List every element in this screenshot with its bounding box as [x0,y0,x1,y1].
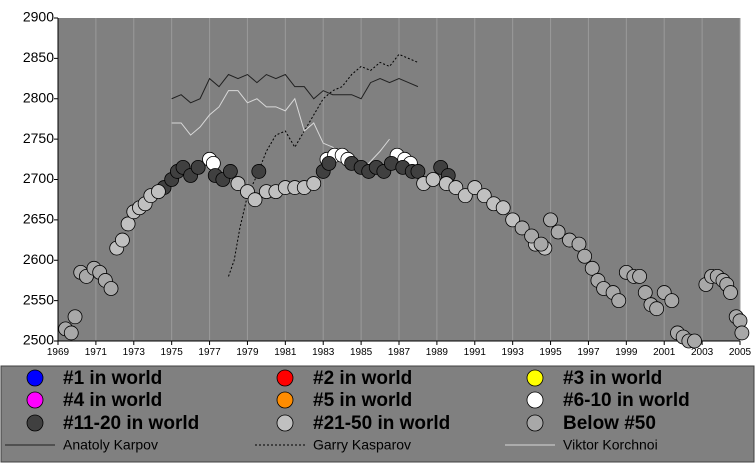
legend-marker [276,414,294,432]
data-point [723,285,738,300]
data-point [103,281,119,296]
legend-label: #1 in world [63,368,162,389]
legend-marker [26,414,44,432]
data-point [732,313,748,329]
legend-label: Anatoly Karpov [63,437,158,453]
y-tick-label: 2600 [23,251,54,267]
x-tick-label: 1971 [85,347,108,358]
x-tick-label: 2001 [653,347,676,358]
legend-label: #11-20 in world [63,413,199,434]
data-point [190,159,206,175]
data-point [505,212,521,228]
legend-marker [26,369,44,387]
data-point [120,216,136,232]
legend-box [0,365,755,463]
y-tick-label: 2700 [23,170,54,186]
data-point [687,333,702,349]
x-tick-label: 1991 [464,347,487,358]
x-tick-label: 1977 [198,347,221,358]
data-point [251,164,267,179]
data-point [571,236,587,252]
legend-label: #21-50 in world [313,413,450,434]
data-point [637,285,653,300]
data-point [611,293,627,309]
x-tick-label: 1993 [502,347,525,358]
x-tick-label: 1999 [615,347,638,358]
legend-label: Viktor Korchnoi [563,437,658,453]
data-point [577,248,593,264]
data-point [495,200,511,216]
data-point [533,236,549,252]
x-tick-label: 2003 [691,347,714,358]
y-tick-label: 2900 [23,9,54,25]
y-tick-label: 2800 [23,89,54,105]
data-point [63,325,79,341]
data-point [425,172,441,187]
legend-label: #2 in world [313,368,412,389]
data-point [543,212,558,228]
legend-marker [526,369,544,387]
x-tick-label: 1987 [388,347,411,358]
legend-label: #5 in world [313,390,412,411]
data-point [247,192,263,208]
data-point [457,188,473,204]
data-point [664,293,680,309]
data-point [632,268,647,284]
legend-label: Below #50 [563,413,656,434]
y-tick-label: 2850 [23,49,54,65]
data-point [584,260,600,276]
x-tick-label: 1983 [312,347,335,358]
y-tick-label: 2550 [23,291,54,307]
data-point [306,176,322,191]
data-point [222,164,238,179]
data-point [205,155,221,171]
x-tick-label: 1985 [350,347,373,358]
legend-label: Garry Kasparov [313,437,411,453]
data-point [321,155,337,171]
line-series [228,53,419,277]
data-point [476,188,492,204]
legend-label: #3 in world [563,368,662,389]
data-point [410,164,426,179]
legend-label: #4 in world [63,390,162,411]
x-tick-label: 1973 [123,347,146,358]
x-tick-label: 1989 [426,347,449,358]
legend-label: #6-10 in world [563,390,690,411]
x-tick-label: 1969 [47,347,70,358]
legend-marker [276,369,294,387]
y-tick-label: 2750 [23,130,54,146]
data-point [448,180,464,195]
data-point [230,176,246,191]
legend-marker [526,414,544,432]
y-tick-label: 2650 [23,211,54,227]
y-tick-label: 2500 [23,332,54,348]
legend-marker [26,391,44,409]
data-point [550,224,566,240]
data-point [467,180,483,195]
x-tick-label: 1997 [577,347,600,358]
x-tick-label: 1981 [274,347,297,358]
data-point [514,220,530,236]
data-point [734,325,750,341]
data-point [524,228,540,244]
data-point [649,301,665,317]
legend-marker [526,391,544,409]
data-point [151,184,166,200]
x-tick-label: 2005 [729,347,752,358]
data-point [115,232,130,248]
data-point [67,309,83,325]
line-series [171,73,419,104]
x-tick-label: 1975 [161,347,184,358]
x-tick-label: 1995 [539,347,562,358]
x-tick-label: 1979 [236,347,259,358]
legend-marker [276,391,294,409]
